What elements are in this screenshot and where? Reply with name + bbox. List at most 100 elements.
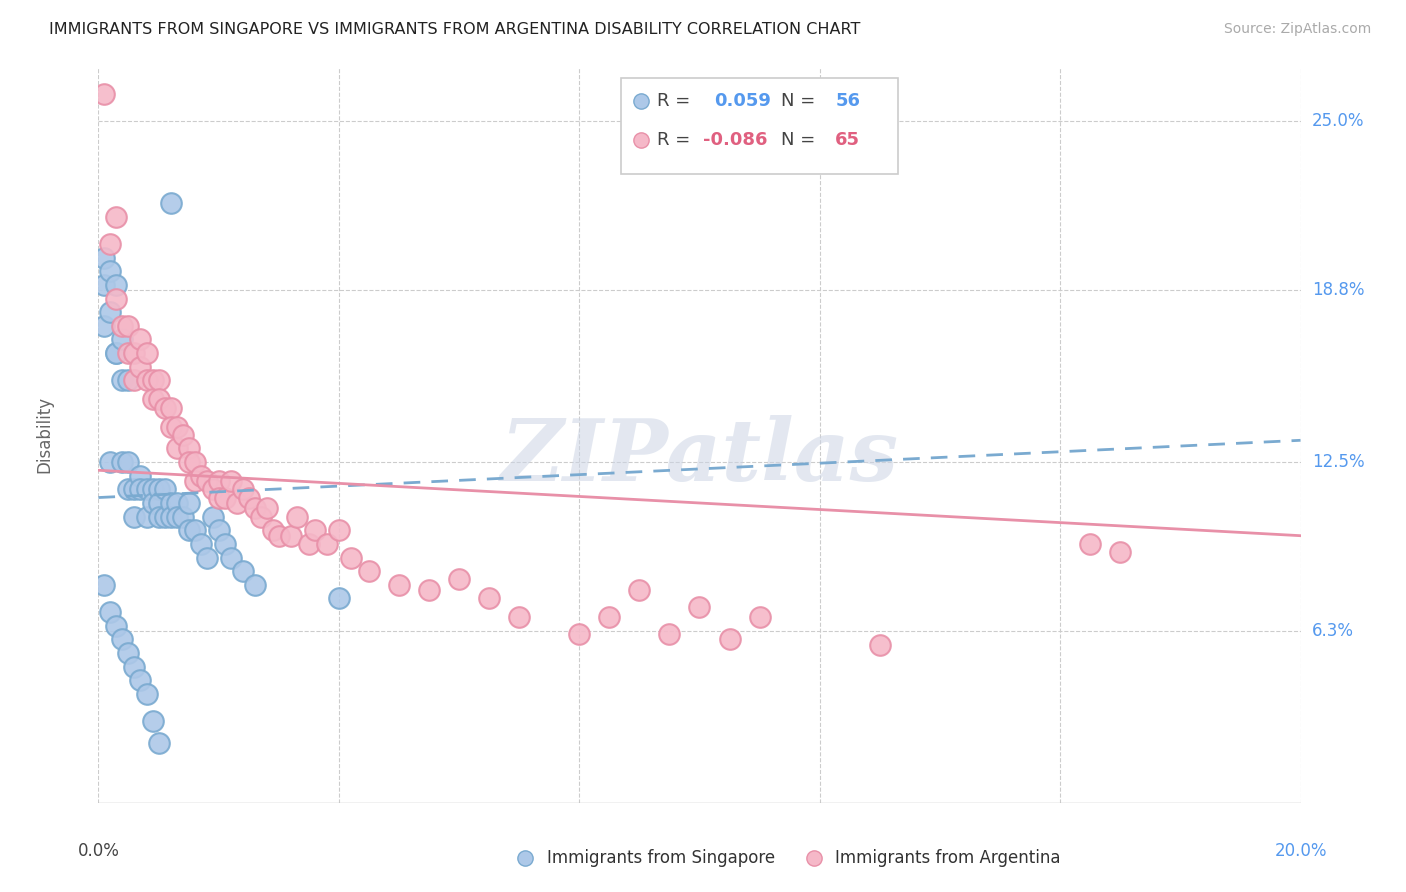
Point: [195, 474, 218, 488]
Text: Source: ZipAtlas.com: Source: ZipAtlas.com: [1223, 22, 1371, 37]
Point: [100, 237, 122, 252]
Point: [177, 523, 200, 537]
Text: 12.5%: 12.5%: [1312, 453, 1364, 471]
Point: [219, 550, 242, 565]
Point: [129, 483, 152, 497]
Point: [183, 455, 205, 469]
Point: [208, 523, 231, 537]
Point: [111, 632, 134, 647]
Text: -0.086: -0.086: [703, 131, 768, 150]
Point: [153, 483, 176, 497]
Text: N =: N =: [782, 93, 815, 111]
Text: 56: 56: [835, 93, 860, 111]
Point: [124, 373, 146, 387]
Point: [129, 359, 152, 374]
Point: [135, 687, 157, 701]
Point: [238, 491, 260, 505]
Point: [256, 501, 278, 516]
Point: [214, 537, 236, 551]
Point: [201, 509, 224, 524]
Point: [177, 442, 200, 456]
Point: [105, 210, 128, 224]
Point: [304, 523, 326, 537]
Text: ZIPatlas: ZIPatlas: [501, 415, 898, 499]
Point: [232, 483, 254, 497]
Point: [598, 610, 620, 624]
Point: [135, 373, 157, 387]
Text: 18.8%: 18.8%: [1312, 281, 1364, 300]
Point: [201, 483, 224, 497]
Point: [135, 346, 157, 360]
Point: [93, 251, 115, 265]
Point: [478, 591, 501, 606]
Point: [232, 564, 254, 578]
Point: [177, 455, 200, 469]
Point: [285, 509, 308, 524]
Point: [141, 496, 163, 510]
Point: [1109, 545, 1132, 559]
Point: [166, 496, 188, 510]
Point: [183, 474, 205, 488]
Point: [100, 455, 122, 469]
Point: [117, 373, 139, 387]
Point: [718, 632, 741, 647]
Text: 25.0%: 25.0%: [1312, 112, 1364, 130]
Point: [159, 419, 181, 434]
Point: [298, 537, 321, 551]
Point: [153, 401, 176, 415]
Point: [262, 523, 284, 537]
Point: [117, 455, 139, 469]
Point: [129, 673, 152, 688]
Point: [340, 550, 363, 565]
Text: IMMIGRANTS FROM SINGAPORE VS IMMIGRANTS FROM ARGENTINA DISABILITY CORRELATION CH: IMMIGRANTS FROM SINGAPORE VS IMMIGRANTS …: [49, 22, 860, 37]
Point: [267, 529, 290, 543]
Point: [869, 638, 891, 652]
Point: [1078, 537, 1101, 551]
Point: [105, 292, 128, 306]
Text: 0.0%: 0.0%: [77, 842, 120, 860]
Point: [219, 474, 242, 488]
Point: [166, 509, 188, 524]
Point: [129, 333, 152, 347]
Point: [195, 550, 218, 565]
Point: [243, 501, 266, 516]
Point: [208, 491, 231, 505]
Point: [388, 578, 411, 592]
Text: 65: 65: [835, 131, 860, 150]
Point: [141, 392, 163, 407]
Point: [214, 491, 236, 505]
Point: [153, 509, 176, 524]
Point: [148, 509, 170, 524]
Point: [243, 578, 266, 592]
Point: [418, 583, 440, 598]
Point: [249, 509, 271, 524]
Point: [135, 483, 157, 497]
Point: [105, 277, 128, 292]
Point: [172, 509, 194, 524]
Point: [148, 392, 170, 407]
Text: R =: R =: [658, 131, 690, 150]
Text: Immigrants from Singapore: Immigrants from Singapore: [547, 849, 775, 867]
Point: [124, 346, 146, 360]
Point: [129, 468, 152, 483]
Point: [141, 714, 163, 728]
Point: [166, 419, 188, 434]
Point: [141, 483, 163, 497]
Text: Immigrants from Argentina: Immigrants from Argentina: [835, 849, 1060, 867]
Point: [100, 264, 122, 278]
Text: 0.059: 0.059: [714, 93, 770, 111]
Point: [628, 583, 651, 598]
Text: Disability: Disability: [35, 396, 53, 474]
Point: [111, 318, 134, 333]
Point: [117, 483, 139, 497]
Point: [105, 346, 128, 360]
Point: [148, 373, 170, 387]
Text: 20.0%: 20.0%: [1274, 842, 1327, 860]
Point: [172, 427, 194, 442]
Point: [124, 659, 146, 673]
Point: [280, 529, 302, 543]
Point: [568, 627, 591, 641]
Text: R =: R =: [658, 93, 690, 111]
Point: [190, 468, 212, 483]
Point: [208, 474, 231, 488]
